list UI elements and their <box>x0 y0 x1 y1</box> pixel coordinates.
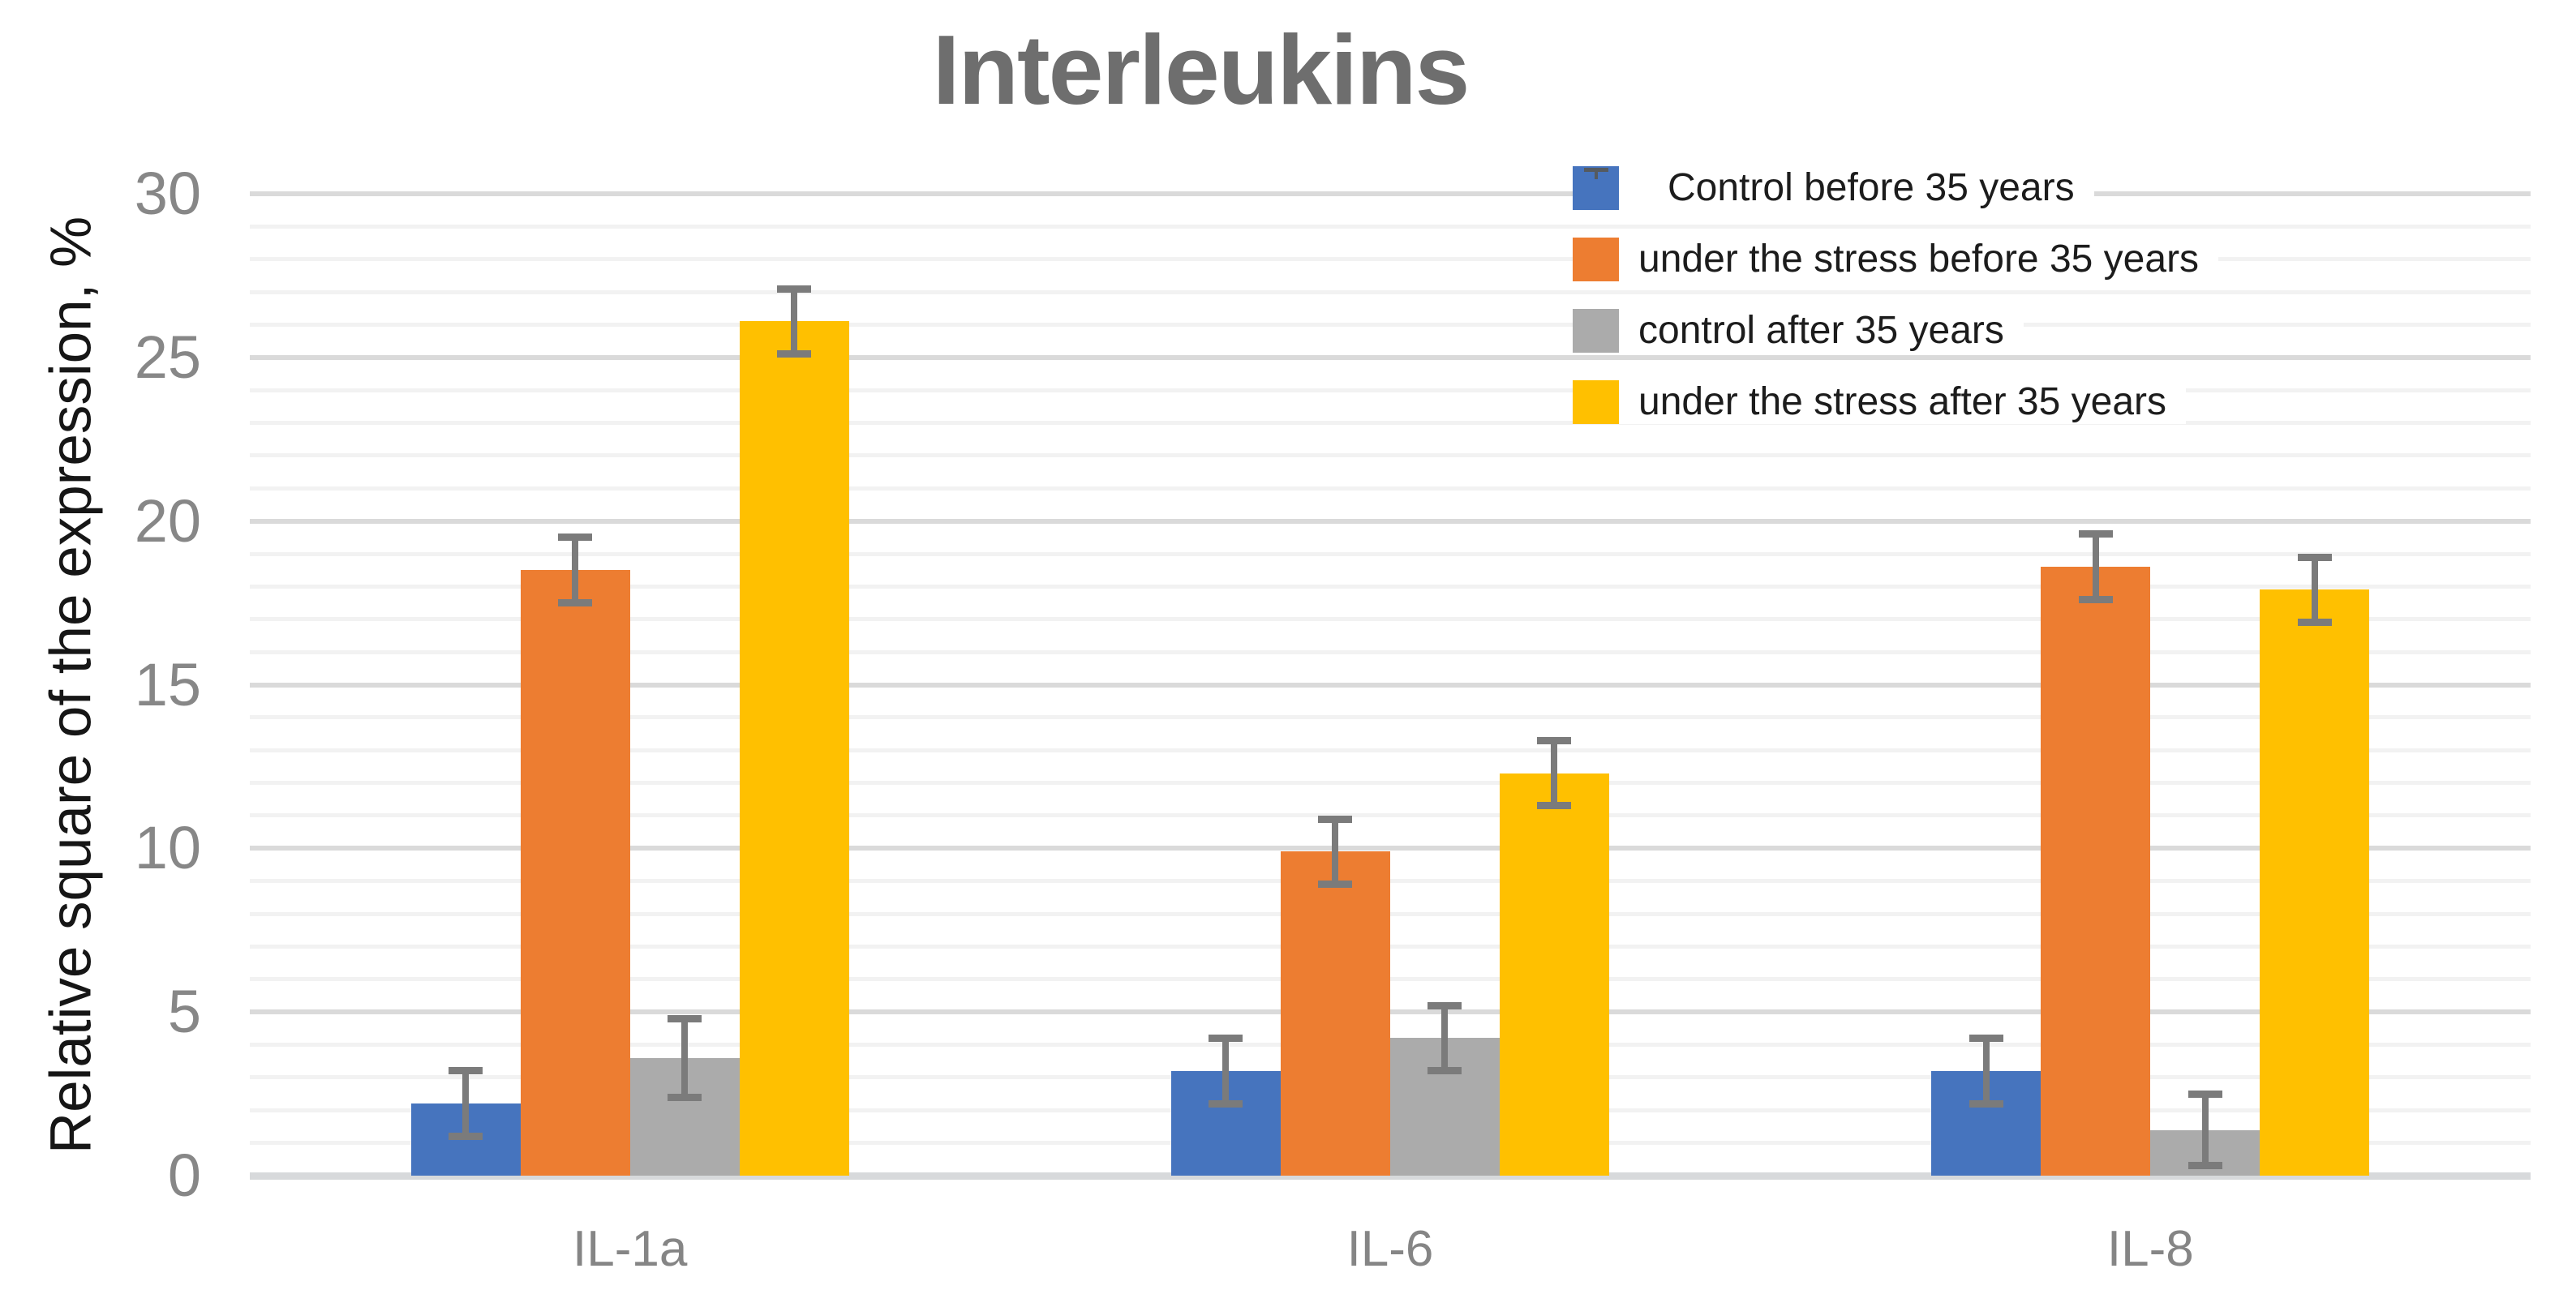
error-cap-top-IL-8-s2 <box>2078 530 2113 538</box>
bar-IL-8-series-2 <box>2041 567 2151 1176</box>
gridline-23 <box>250 421 2531 426</box>
error-cap-top-IL-1a-s2 <box>558 534 593 542</box>
error-cap-bottom-IL-8-s2 <box>2078 596 2113 604</box>
legend-label-1: Control before 35 years <box>1668 166 2075 209</box>
legend-swatch-4 <box>1573 380 1619 424</box>
bar-group-IL-6 <box>1010 194 1770 1176</box>
error-bar-IL-8-series-4 <box>2311 557 2318 623</box>
gridline-21 <box>250 486 2531 491</box>
gridline-29 <box>250 224 2531 229</box>
error-bar-IL-1a-series-1 <box>462 1070 470 1137</box>
legend-label-4: under the stress after 35 years <box>1638 380 2166 423</box>
bar-IL-1a-series-2 <box>520 570 630 1176</box>
error-bar-IL-1a-series-3 <box>681 1018 689 1098</box>
gridline-13 <box>250 748 2531 752</box>
error-cap-bottom-IL-1a-s3 <box>668 1093 702 1101</box>
legend-label-2: under the stress before 35 years <box>1638 238 2200 281</box>
bar-IL-6-series-2 <box>1280 851 1390 1176</box>
error-bar-icon <box>1583 168 1608 179</box>
gridline-27 <box>250 289 2531 294</box>
gridline-25 <box>250 354 2531 360</box>
x-label-IL-1a: IL-1a <box>572 1221 688 1277</box>
chart-title: Interleukins <box>932 15 1470 125</box>
error-cap-top-IL-6-s2 <box>1318 815 1353 823</box>
gridline-15 <box>250 682 2531 688</box>
legend-swatch-1 <box>1573 166 1619 210</box>
error-cap-bottom-IL-1a-s4 <box>777 350 812 358</box>
error-cap-top-IL-8-s3 <box>2187 1090 2222 1098</box>
error-cap-top-IL-6-s4 <box>1537 736 1572 744</box>
plot-area <box>250 191 2531 1180</box>
error-cap-bottom-IL-6-s3 <box>1428 1067 1462 1075</box>
gridline-6 <box>250 977 2531 982</box>
gridline-14 <box>250 715 2531 720</box>
error-bar-IL-8-series-1 <box>1982 1038 1990 1104</box>
error-bar-IL-6-series-1 <box>1222 1038 1230 1104</box>
gridline-28 <box>250 257 2531 262</box>
legend-item-2: under the stress before 35 years <box>1573 238 2219 281</box>
error-cap-bottom-IL-6-s4 <box>1537 802 1572 810</box>
bar-IL-1a-series-4 <box>739 321 849 1176</box>
error-cap-bottom-IL-1a-s2 <box>558 599 593 607</box>
y-tick-20: 20 <box>134 486 201 555</box>
bar-IL-6-series-4 <box>1499 773 1609 1176</box>
legend-item-4: under the stress after 35 years <box>1573 380 2186 424</box>
gridline-30 <box>250 191 2531 196</box>
gridline-17 <box>250 617 2531 622</box>
gridline-22 <box>250 453 2531 458</box>
legend-item-1: Control before 35 years <box>1573 166 2094 210</box>
bar-group-IL-1a <box>250 194 1010 1176</box>
error-cap-top-IL-1a-s1 <box>449 1067 483 1075</box>
bar-group-IL-8 <box>1771 194 2531 1176</box>
error-bar-IL-1a-series-4 <box>791 289 798 354</box>
legend-swatch-3 <box>1573 309 1619 353</box>
gridline-10 <box>250 846 2531 851</box>
error-cap-top-IL-1a-s3 <box>668 1014 702 1022</box>
x-axis-line <box>250 1172 2531 1180</box>
gridline-12 <box>250 781 2531 786</box>
y-tick-25: 25 <box>134 323 201 391</box>
gridline-7 <box>250 944 2531 949</box>
gridline-18 <box>250 584 2531 589</box>
error-cap-top-IL-1a-s4 <box>777 285 812 293</box>
error-cap-bottom-IL-8-s3 <box>2187 1162 2222 1170</box>
error-cap-top-IL-6-s1 <box>1209 1034 1243 1042</box>
x-label-IL-8: IL-8 <box>2106 1221 2194 1277</box>
gridline-26 <box>250 322 2531 327</box>
error-bar-IL-6-series-3 <box>1441 1005 1449 1071</box>
error-bar-IL-1a-series-2 <box>572 537 579 603</box>
legend-label-3: control after 35 years <box>1638 309 2004 352</box>
error-cap-top-IL-6-s3 <box>1428 1001 1462 1009</box>
gridline-16 <box>250 649 2531 654</box>
y-tick-10: 10 <box>134 814 201 882</box>
error-cap-top-IL-8-s4 <box>2297 553 2332 561</box>
error-bar-IL-8-series-2 <box>2092 534 2099 600</box>
error-bar-IL-6-series-2 <box>1332 819 1339 885</box>
y-tick-5: 5 <box>167 978 201 1046</box>
gridline-19 <box>250 551 2531 556</box>
error-cap-bottom-IL-8-s1 <box>1968 1099 2003 1108</box>
error-cap-bottom-IL-8-s4 <box>2297 619 2332 627</box>
legend-item-3: control after 35 years <box>1573 309 2024 353</box>
gridline-9 <box>250 879 2531 884</box>
error-cap-top-IL-8-s1 <box>1968 1034 2003 1042</box>
error-cap-bottom-IL-6-s2 <box>1318 881 1353 889</box>
error-bar-IL-6-series-4 <box>1551 740 1558 806</box>
gridline-8 <box>250 911 2531 916</box>
gridline-24 <box>250 388 2531 392</box>
bar-IL-8-series-4 <box>2260 589 2370 1176</box>
y-tick-30: 30 <box>134 160 201 227</box>
error-bar-IL-8-series-3 <box>2201 1094 2209 1166</box>
error-cap-bottom-IL-6-s1 <box>1209 1099 1243 1108</box>
x-label-IL-6: IL-6 <box>1346 1221 1434 1277</box>
y-tick-15: 15 <box>134 650 201 718</box>
legend-swatch-2 <box>1573 238 1619 281</box>
y-tick-0: 0 <box>167 1142 201 1209</box>
gridline-20 <box>250 518 2531 524</box>
gridline-11 <box>250 813 2531 818</box>
error-cap-bottom-IL-1a-s1 <box>449 1133 483 1141</box>
gridline-5 <box>250 1009 2531 1015</box>
